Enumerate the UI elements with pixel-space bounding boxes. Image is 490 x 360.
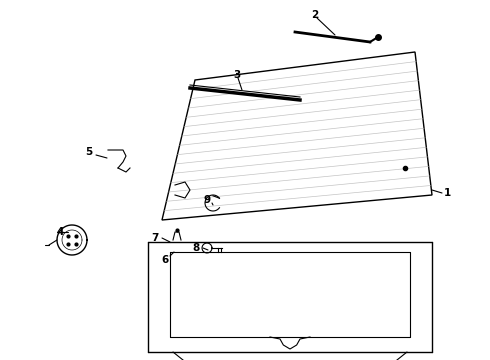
Text: 2: 2 bbox=[311, 10, 318, 20]
Text: 5: 5 bbox=[85, 147, 93, 157]
Text: 7: 7 bbox=[151, 233, 159, 243]
Text: 3: 3 bbox=[233, 70, 241, 80]
Text: 1: 1 bbox=[443, 188, 451, 198]
Text: 6: 6 bbox=[161, 255, 169, 265]
Text: 8: 8 bbox=[193, 243, 199, 253]
Text: 9: 9 bbox=[203, 195, 211, 205]
Text: 4: 4 bbox=[56, 227, 64, 237]
